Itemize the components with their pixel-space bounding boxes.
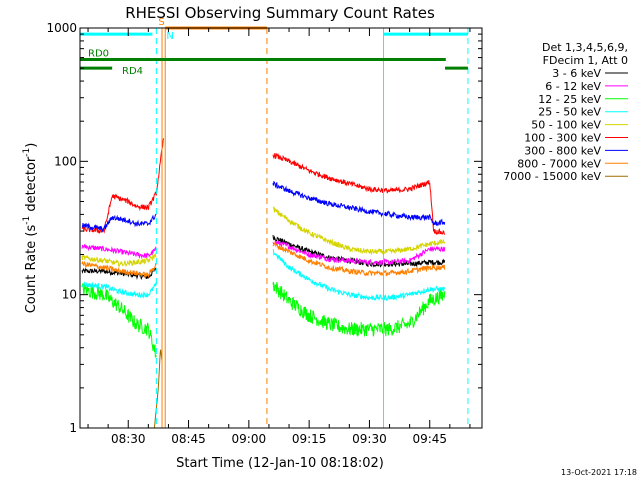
series-line-1 [81, 240, 446, 266]
y-tick-label-2: 100 [54, 154, 77, 168]
chart-title: RHESSI Observing Summary Count Rates [125, 4, 435, 22]
timestamp: 13-Oct-2021 17:18 [561, 468, 637, 477]
y-tick-label-0: 1 [69, 421, 77, 435]
y-tick-label-1: 10 [62, 288, 77, 302]
legend-header-line-2: FDecim 1, Att 0 [543, 54, 628, 67]
legend-label-1: 6 - 12 keV [545, 80, 601, 93]
x-tick-label-4: 09:30 [352, 432, 387, 446]
x-tick-label-2: 09:00 [232, 432, 267, 446]
legend-label-8: 7000 - 15000 keV [503, 170, 601, 183]
x-tick-label-0: 08:30 [111, 432, 146, 446]
series-line-3 [81, 249, 446, 302]
series-line-7 [81, 241, 446, 278]
legend-header-line-1: Det 1,3,4,5,6,9, [542, 41, 628, 54]
flag-bars: RD0 RD4 SN [80, 17, 468, 77]
series-line-6 [81, 180, 446, 233]
legend-label-3: 25 - 50 keV [538, 106, 601, 119]
series-lines [81, 138, 446, 429]
legend-label-2: 12 - 25 keV [538, 93, 601, 106]
series-line-8 [153, 349, 163, 429]
x-tick-label-1: 08:45 [171, 432, 206, 446]
x-axis-label: Start Time (12-Jan-10 08:18:02) [176, 456, 384, 471]
vertical-markers [79, 28, 469, 428]
legend-label-5: 100 - 300 keV [524, 132, 601, 145]
flag-label-rd4: RD4 [122, 66, 143, 77]
flag-label-rd0: RD0 [88, 49, 109, 60]
x-tick-label-3: 09:15 [292, 432, 327, 446]
legend-label-0: 3 - 6 keV [552, 67, 601, 80]
y-tick-label-3: 1000 [46, 21, 77, 35]
legend-label-4: 50 - 100 keV [531, 119, 601, 132]
legend-label-7: 800 - 7000 keV [517, 157, 601, 170]
legend: Det 1,3,4,5,6,9, FDecim 1, Att 0 3 - 6 k… [503, 41, 628, 183]
x-tick-label-5: 09:45 [412, 432, 447, 446]
y-axis-label: Count Rate (s-1 detector-1) [22, 143, 39, 314]
legend-label-6: 300 - 800 keV [524, 144, 601, 157]
series-line-4 [81, 206, 446, 268]
marker-letter-s: S [158, 17, 164, 28]
marker-letter-n: N [166, 31, 173, 42]
series-line-5 [81, 138, 446, 235]
plot-frame [79, 27, 483, 429]
axes: 1 10 100 1000 08:30 08:45 09:00 09:15 09:30 09:45 [46, 21, 482, 446]
series-line-2 [81, 281, 446, 358]
